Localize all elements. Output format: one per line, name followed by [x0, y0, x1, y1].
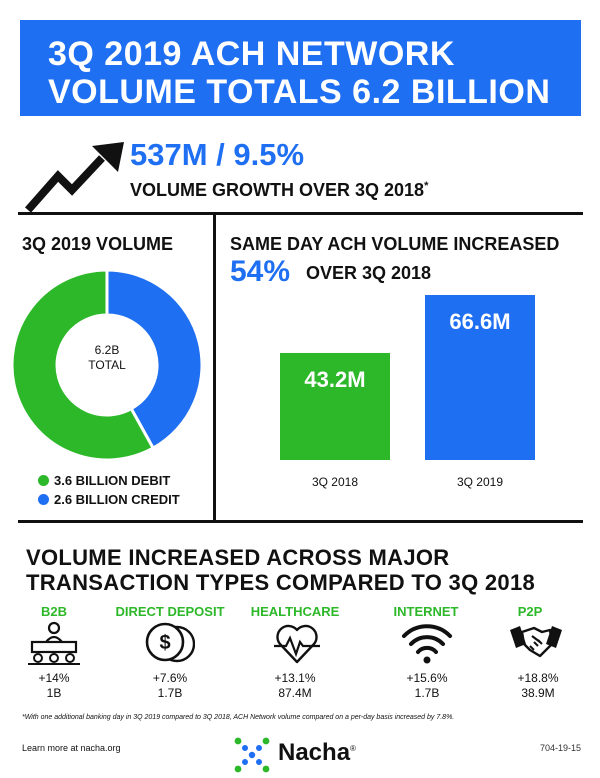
category-b2b-volume: 1B [46, 686, 62, 700]
page-title-line2: VOLUME TOTALS 6.2 BILLION [48, 73, 551, 111]
footnote: *With one additional banking day in 3Q 2… [22, 714, 455, 721]
donut-slices [10, 268, 204, 460]
divider-vertical [213, 212, 216, 522]
category-direct-deposit-name: DIRECT DEPOSIT [115, 604, 225, 619]
bar-value-label: 66.6M [449, 309, 510, 334]
learn-more-link[interactable]: Learn more at nacha.org [22, 743, 121, 753]
category-p2p-volume: 38.9M [521, 686, 555, 700]
bar-value-label: 43.2M [304, 367, 365, 392]
volume-title: 3Q 2019 VOLUME [22, 234, 174, 254]
donut-center-label: 6.2B TOTAL [82, 343, 132, 373]
category-direct-deposit-pct: +7.6% [152, 671, 188, 685]
nacha-logo-icon [234, 737, 270, 773]
category-b2b-pct: +14% [38, 671, 70, 685]
bar-3q-2019 [425, 295, 535, 460]
donut-slice-credit [105, 268, 204, 451]
category-p2p-name: P2P [517, 604, 543, 619]
bar-chart: 43.2M 3Q 2018 66.6M 3Q 2019 [280, 295, 535, 489]
category-internet-name: INTERNET [393, 604, 459, 619]
donut-total-value: 6.2B [94, 343, 120, 357]
donut-slice-debit [10, 268, 156, 460]
growth-headline: 537M / 9.5% [130, 137, 305, 172]
category-internet-volume: 1.7B [414, 686, 440, 700]
brand-registered-mark: ® [350, 744, 356, 753]
transactions-title-line2: TRANSACTION TYPES COMPARED TO 3Q 2018 [26, 570, 536, 595]
legend-credit-label: 2.6 BILLION CREDIT [54, 492, 180, 507]
legend-debit-label: 3.6 BILLION DEBIT [54, 473, 171, 488]
divider-top [18, 212, 583, 215]
brand-name: Nacha® [278, 739, 356, 766]
legend-credit-swatch [38, 494, 49, 505]
dollar-coins-icon: $ [145, 622, 195, 663]
page-title-line1: 3Q 2019 ACH NETWORK [48, 35, 455, 73]
title-banner [20, 20, 581, 116]
donut-chart [10, 268, 204, 460]
same-day-title: SAME DAY ACH VOLUME INCREASED [230, 234, 560, 254]
divider-bottom [18, 520, 583, 523]
category-p2p-pct: +18.8% [517, 671, 559, 685]
handshake-icon [510, 626, 562, 658]
category-healthcare-pct: +13.1% [274, 671, 316, 685]
category-direct-deposit-volume: 1.7B [157, 686, 183, 700]
legend-debit-swatch [38, 475, 49, 486]
svg-text:$: $ [159, 632, 170, 654]
meeting-table-icon [28, 621, 80, 665]
transactions-title-line1: VOLUME INCREASED ACROSS MAJOR [26, 545, 450, 570]
wifi-icon [402, 624, 452, 664]
bar-group: 43.2M 3Q 2018 66.6M 3Q 2019 [280, 295, 535, 489]
same-day-pct: 54% [230, 255, 291, 288]
same-day-pct-suffix: OVER 3Q 2018 [306, 263, 432, 283]
category-healthcare-volume: 87.4M [278, 686, 312, 700]
bar-category-label: 3Q 2019 [457, 475, 503, 489]
document-code: 704-19-15 [540, 743, 582, 753]
trend-up-arrow-icon [25, 142, 124, 213]
bar-category-label: 3Q 2018 [312, 475, 358, 489]
growth-subline: VOLUME GROWTH OVER 3Q 2018* [130, 180, 429, 200]
donut-total-label: TOTAL [88, 358, 126, 372]
asterisk: * [424, 180, 429, 192]
category-healthcare-name: HEALTHCARE [250, 604, 340, 619]
category-internet-pct: +15.6% [406, 671, 448, 685]
category-b2b-name: B2B [40, 604, 67, 619]
bar-3q-2018 [280, 352, 390, 460]
heart-pulse-icon [274, 624, 320, 664]
